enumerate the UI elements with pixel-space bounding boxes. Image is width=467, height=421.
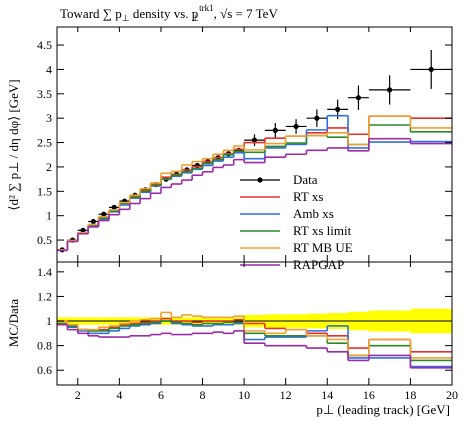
y-tick-label: 0.8 [37,339,52,353]
x-tick-label: 20 [446,388,458,402]
data-point [355,95,362,101]
panel-frame [56,261,453,386]
y-tick-label: 4.5 [37,38,52,52]
y-tick-label: 2.5 [37,136,52,150]
x-tick-label: 8 [200,388,206,402]
y-tick-label: 1.4 [37,265,52,279]
title-part: density vs. p [130,6,199,21]
x-tick-label: 4 [116,388,122,402]
x-tick-label: 14 [321,388,333,402]
data-point [80,227,86,233]
data-point [101,211,107,217]
data-point [428,66,434,73]
y-tick-label: 2 [46,160,52,174]
legend-label: Amb xs [293,206,334,221]
data-point [272,127,278,133]
data-point [293,123,299,130]
title-part: , √s = 7 TeV [214,6,279,21]
x-tick-label: 18 [404,388,416,402]
data-point [335,106,341,112]
legend-label: RT xs limit [293,223,352,238]
legend-label: Data [293,172,318,187]
x-tick-label: 12 [280,388,292,402]
y-tick-label: 0.5 [37,233,52,247]
chart-title: Toward ∑ p⊥ density vs. p⊥trk1, √s = 7 T… [60,3,278,23]
title-part: trk1 [199,3,214,13]
x-tick-label: 16 [363,388,375,402]
data-point [387,87,393,93]
x-tick-label: 2 [75,388,81,402]
y-tick-label: 1 [46,209,52,223]
y-axis-label: ⟨d² ∑ p⊥ / dη dφ⟩ [GeV] [6,79,21,210]
legend-label: RT MB UE [293,240,353,255]
y-tick-label: 1.5 [37,184,52,198]
plot-area [57,49,452,253]
data-point [194,162,200,169]
ratio-y-axis-label: MC/Data [6,299,21,348]
title-part: Toward ∑ p [60,6,122,21]
data-point [111,204,117,210]
title-part: ⊥ [191,13,199,23]
data-point [314,115,320,121]
y-tick-label: 4 [46,62,52,76]
legend-marker [257,177,263,183]
y-tick-label: 0.6 [37,363,52,377]
legend-label: RT xs [293,189,323,204]
data-point [90,218,96,225]
x-tick-label: 10 [238,388,250,402]
y-tick-label: 1 [46,314,52,328]
y-tick-label: 1.2 [37,289,52,303]
x-tick-label: 6 [158,388,164,402]
plot-area [57,308,452,369]
data-point [251,137,258,143]
x-axis-label: p⊥ (leading track) [GeV] [316,402,450,417]
y-tick-label: 3.5 [37,87,52,101]
legend-label: RAPGAP [293,257,344,272]
title-part: ⊥ [122,13,130,23]
y-tick-label: 3 [46,111,52,125]
